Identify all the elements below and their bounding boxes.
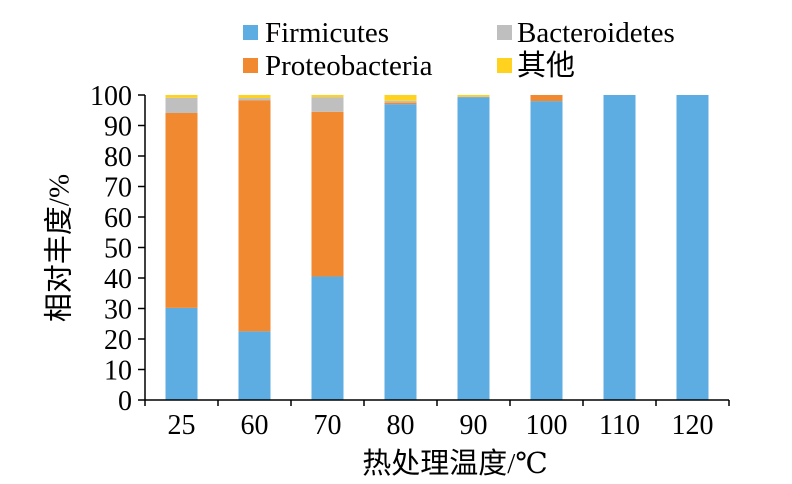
legend-swatch-firmicutes xyxy=(243,25,258,40)
x-tick-label: 100 xyxy=(526,410,568,441)
bar-segment-firmicutes-100 xyxy=(530,101,563,400)
bar-segment-bacteroidetes-80 xyxy=(384,100,417,103)
x-tick-label: 70 xyxy=(314,410,342,441)
legend-item-firmicutes: Firmicutes xyxy=(243,17,389,49)
bar-segment-proteobacteria-25 xyxy=(165,112,198,308)
y-tick-label: 30 xyxy=(104,295,132,326)
x-tick-label: 80 xyxy=(387,410,415,441)
bar-segment-other-25 xyxy=(165,95,198,98)
bar-segment-firmicutes-25 xyxy=(165,307,198,400)
x-axis-title: 热处理温度/℃ xyxy=(362,447,548,480)
legend-label-other: 其他 xyxy=(517,49,575,82)
x-tick-label: 25 xyxy=(168,410,196,441)
bar-segment-proteobacteria-100 xyxy=(530,95,563,102)
y-tick-label: 20 xyxy=(104,325,132,356)
legend-label-bacteroidetes: Bacteroidetes xyxy=(517,17,675,49)
bar-segment-other-80 xyxy=(384,95,417,101)
bar-segment-firmicutes-80 xyxy=(384,104,417,401)
bar-segment-other-60 xyxy=(238,95,271,99)
x-tick-label: 120 xyxy=(672,410,714,441)
bar-segment-bacteroidetes-60 xyxy=(238,98,271,101)
bar-segment-proteobacteria-60 xyxy=(238,100,271,332)
bar-segment-proteobacteria-70 xyxy=(311,111,344,277)
y-tick-label: 50 xyxy=(104,234,132,265)
legend-item-other: 其他 xyxy=(497,49,575,82)
y-tick-label: 100 xyxy=(90,81,132,112)
legend-swatch-proteobacteria xyxy=(243,58,258,73)
x-tick-label: 110 xyxy=(599,410,640,441)
y-tick-label: 90 xyxy=(104,112,132,143)
y-tick-label: 0 xyxy=(118,386,132,417)
legend-swatch-other xyxy=(497,58,512,73)
bar-segment-bacteroidetes-25 xyxy=(165,97,198,113)
bar-segment-other-90 xyxy=(457,95,490,97)
bars xyxy=(165,95,709,401)
legend-item-proteobacteria: Proteobacteria xyxy=(243,50,433,82)
y-tick-label: 10 xyxy=(104,356,132,387)
bar-segment-firmicutes-60 xyxy=(238,331,271,400)
bar-segment-firmicutes-120 xyxy=(676,95,709,400)
y-axis-title: 相对丰度/% xyxy=(43,174,76,322)
x-tick-label: 60 xyxy=(241,410,269,441)
x-tick-label: 90 xyxy=(460,410,488,441)
legend-label-firmicutes: Firmicutes xyxy=(265,17,389,49)
bar-segment-other-70 xyxy=(311,95,344,98)
bar-segment-proteobacteria-80 xyxy=(384,102,417,105)
bar-segment-firmicutes-90 xyxy=(457,97,490,400)
bar-segment-firmicutes-70 xyxy=(311,276,344,400)
legend-label-proteobacteria: Proteobacteria xyxy=(265,50,433,82)
x-axis-ticks: 25 60 70 80 90 100 110 120 xyxy=(144,400,730,441)
y-tick-label: 40 xyxy=(104,264,132,295)
bar-segment-bacteroidetes-70 xyxy=(311,97,344,112)
bar-segment-firmicutes-110 xyxy=(603,95,636,400)
y-tick-label: 60 xyxy=(104,203,132,234)
legend: Firmicutes Bacteroidetes Proteobacteria … xyxy=(243,17,675,82)
y-tick-label: 80 xyxy=(104,142,132,173)
legend-item-bacteroidetes: Bacteroidetes xyxy=(497,17,675,49)
legend-swatch-bacteroidetes xyxy=(497,25,512,40)
y-tick-label: 70 xyxy=(104,173,132,204)
